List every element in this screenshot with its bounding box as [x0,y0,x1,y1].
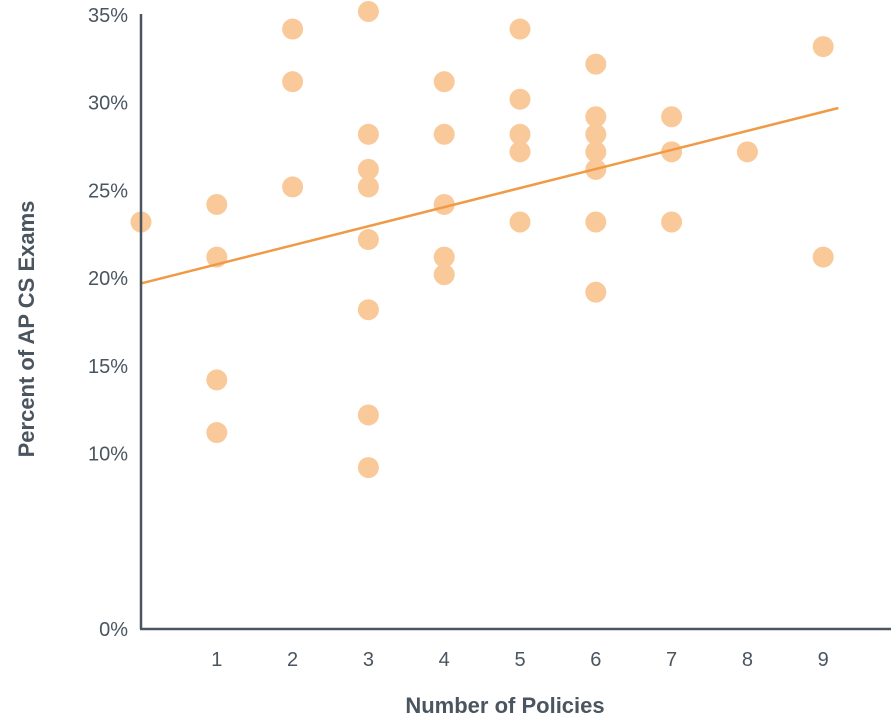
data-point [357,229,379,251]
data-point [206,193,228,215]
y-tick-label: 0% [99,619,128,641]
data-point [509,141,531,163]
data-point [509,88,531,110]
x-tick-label: 3 [363,649,374,671]
data-point [585,106,607,128]
data-point [357,404,379,426]
data-point [812,36,834,58]
x-axis-tick-labels: 1 2 3 4 5 6 7 8 9 [211,649,829,671]
x-tick-label: 2 [287,649,298,671]
data-point [661,211,683,233]
data-point [509,123,531,145]
data-point [282,18,304,40]
x-tick-label: 5 [514,649,525,671]
y-axis-title: Percent of AP CS Exams [14,201,39,458]
x-tick-label: 6 [590,649,601,671]
y-tick-label: 30% [88,93,128,115]
data-point [357,123,379,145]
data-point [585,123,607,145]
data-point [433,123,455,145]
data-point [585,211,607,233]
data-point [661,106,683,128]
data-point [585,141,607,163]
trend-line [140,106,839,285]
data-point [357,158,379,180]
y-axis-tick-labels: 0% 10% 15% 20% 25% 30% 35% [88,5,128,641]
data-point [206,422,228,444]
data-point [357,457,379,479]
x-tick-label: 1 [211,649,222,671]
y-tick-label: 35% [88,5,128,27]
x-axis-title: Number of Policies [405,693,604,718]
data-point [661,141,683,163]
data-point [433,264,455,286]
data-point [509,211,531,233]
x-tick-label: 9 [818,649,829,671]
data-point [812,246,834,268]
data-point [433,71,455,93]
y-tick-label: 15% [88,356,128,378]
data-point [282,71,304,93]
data-point [357,176,379,198]
data-point [357,0,379,22]
x-tick-label: 4 [439,649,450,671]
y-tick-label: 20% [88,268,128,290]
data-point [206,369,228,391]
data-point [433,246,455,268]
x-tick-label: 7 [666,649,677,671]
data-points [130,0,834,479]
data-point [357,299,379,321]
data-point [585,53,607,75]
data-point [509,18,531,40]
x-tick-label: 8 [742,649,753,671]
data-point [736,141,758,163]
data-point [282,176,304,198]
y-tick-label: 10% [88,444,128,466]
y-tick-label: 25% [88,180,128,202]
data-point [585,281,607,303]
